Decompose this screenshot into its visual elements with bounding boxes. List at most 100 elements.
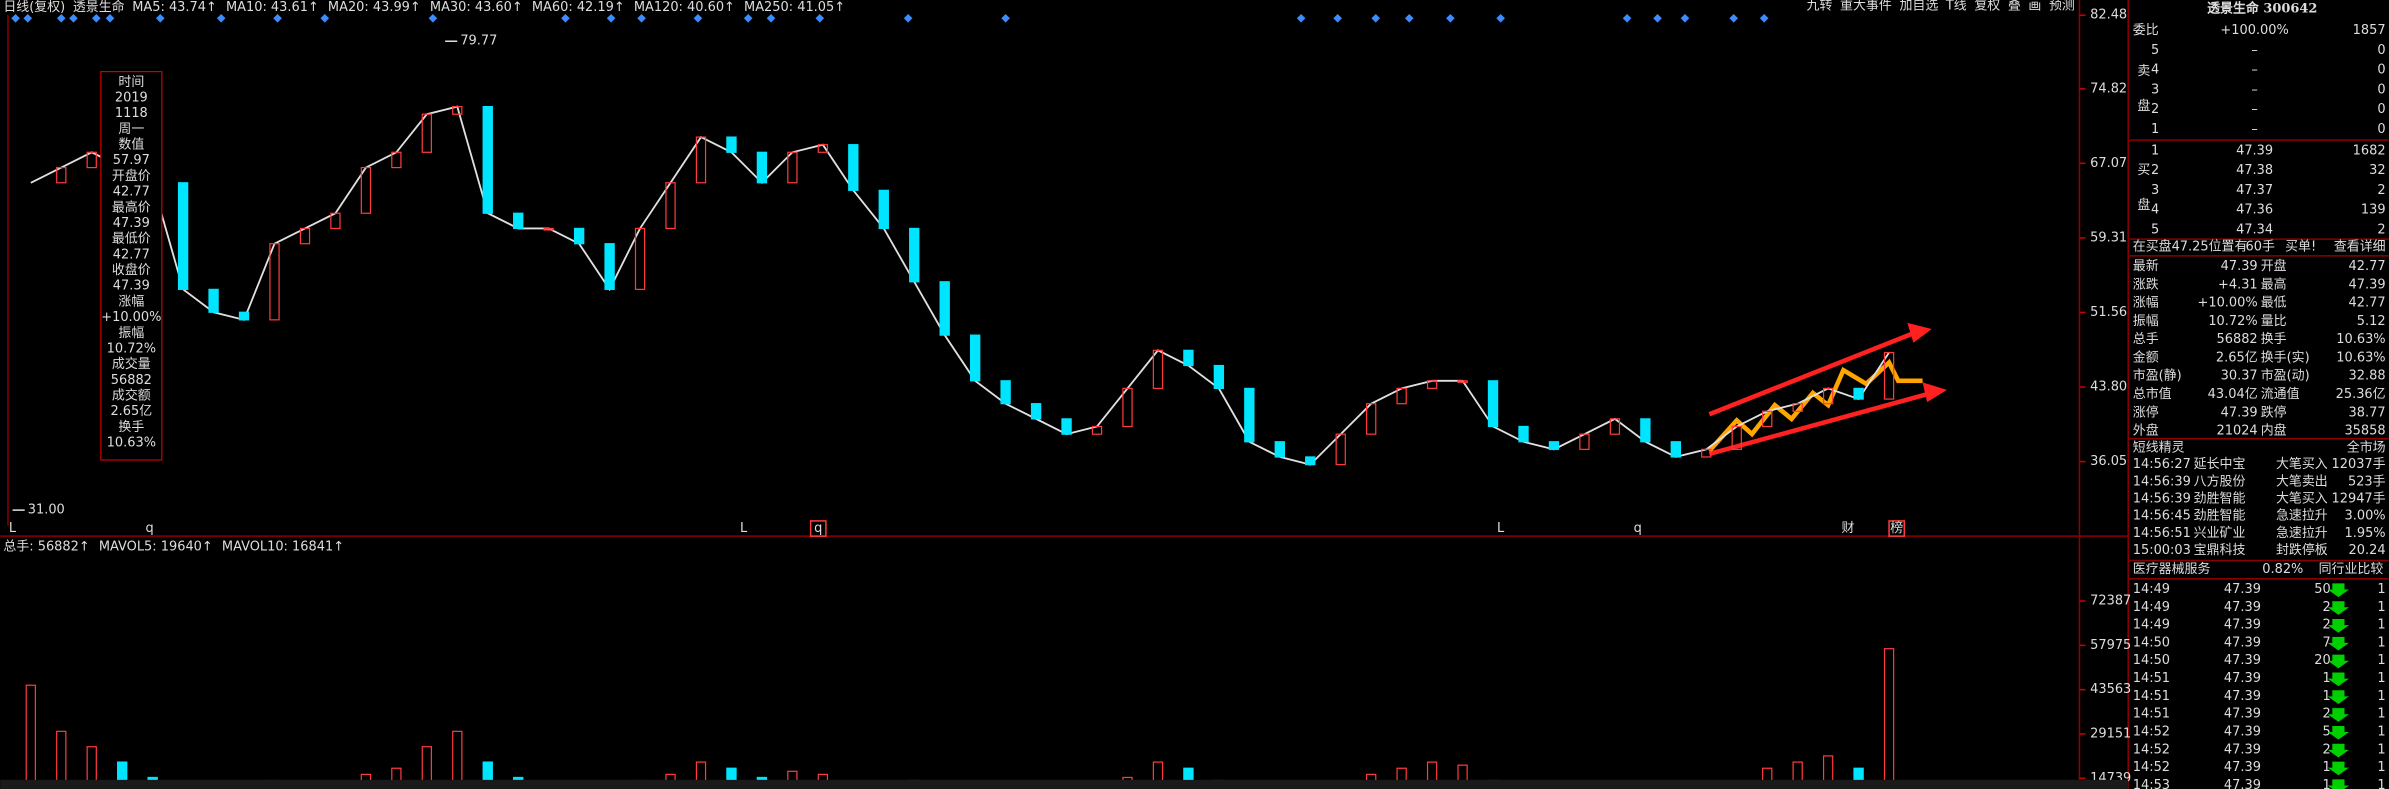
candle <box>1640 418 1651 443</box>
volume-bar <box>360 773 372 789</box>
tick-count: 1 <box>2377 635 2385 650</box>
order-qty: 0 <box>2377 43 2385 58</box>
tick-price: 47.39 <box>2224 778 2261 789</box>
toolbar-button[interactable]: 预测 <box>2049 0 2075 14</box>
tick-count: 1 <box>2377 653 2385 668</box>
volume-legend: 总手: 56882↑ <box>3 539 89 554</box>
y-tick-label: 59.31 <box>2090 230 2127 245</box>
notice-link[interactable]: 查看详细 <box>2334 238 2386 254</box>
candle <box>787 151 798 184</box>
candle <box>1396 387 1407 405</box>
candle <box>56 166 67 184</box>
info-item: 时间 <box>118 75 144 90</box>
stat-label: 振幅 <box>2133 314 2159 329</box>
event-type: 封跌停板 <box>2276 542 2328 558</box>
event-type: 大笔卖出 <box>2276 473 2328 489</box>
info-item: 数值 <box>118 137 144 153</box>
sprite-market[interactable]: 全市场 <box>2347 439 2386 455</box>
toolbar-button[interactable]: 九转 <box>1807 0 1833 14</box>
stat-value: 10.63% <box>2336 350 2385 365</box>
info-item: 成交额 <box>112 388 151 404</box>
event-type: 急速拉升 <box>2276 526 2328 541</box>
order-qty: 32 <box>2369 163 2385 178</box>
event-type: 大笔买入 <box>2276 456 2328 472</box>
order-qty: 139 <box>2361 203 2386 218</box>
tick-price: 47.39 <box>2224 742 2261 757</box>
candle <box>1701 448 1712 458</box>
tick-time: 14:50 <box>2133 653 2170 668</box>
order-qty: 0 <box>2377 63 2385 78</box>
ratio-num: 1857 <box>2353 23 2386 38</box>
candle <box>1548 441 1560 450</box>
volume-bar <box>1152 761 1164 789</box>
info-item: 换手 <box>118 420 144 435</box>
tick-time: 14:53 <box>2133 778 2170 789</box>
stat-label: 量比 <box>2261 314 2287 329</box>
sprite-title: 短线精灵 <box>2133 440 2185 455</box>
event-diamond <box>11 13 20 23</box>
toolbar-button[interactable]: 重大事件 <box>1840 0 1892 14</box>
industry-compare[interactable]: 同行业比较 <box>2319 562 2384 577</box>
stat-label: 市盈(静) <box>2133 368 2182 384</box>
stat-value: +10.00% <box>2197 296 2257 311</box>
volume-bar <box>1426 761 1438 789</box>
event-name: 劲胜智能 <box>2194 509 2246 524</box>
stat-label: 涨停 <box>2133 404 2159 420</box>
volume-legend: MAVOL5: 19640↑ <box>99 539 213 554</box>
tick-time: 14:51 <box>2133 689 2170 704</box>
buy-label: 盘 <box>2137 197 2150 213</box>
tick-volume: 2 <box>2323 600 2331 615</box>
down-arrow <box>2327 725 2350 740</box>
tick-time: 14:51 <box>2133 671 2170 686</box>
event-diamond <box>23 13 33 23</box>
tick-volume: 2 <box>2323 618 2331 633</box>
candle <box>756 151 768 184</box>
candle <box>1609 418 1621 435</box>
tick-count: 1 <box>2377 600 2385 615</box>
info-item: 56882 <box>111 373 152 388</box>
bottom-marker: q <box>1634 521 1642 536</box>
ma-legend: MA10: 43.61↑ <box>226 0 319 15</box>
stat-label: 最新 <box>2133 258 2159 274</box>
candle <box>1822 387 1834 405</box>
toolbar-button[interactable]: T线 <box>1945 0 1967 14</box>
info-item: 2.65亿 <box>110 404 152 419</box>
candle <box>86 151 97 169</box>
event-time: 14:56:39 <box>2133 474 2191 489</box>
volume-bar <box>1883 648 1895 789</box>
toolbar-button[interactable]: 叠 <box>2008 0 2021 14</box>
order-level: 5 <box>2151 222 2159 237</box>
tick-volume: 1 <box>2323 689 2331 704</box>
tick-count: 1 <box>2377 689 2385 704</box>
volume-bar <box>452 730 463 789</box>
y-tick-label: 67.07 <box>2090 156 2127 171</box>
down-arrow <box>2327 761 2350 776</box>
candle <box>1183 349 1194 367</box>
tick-time: 14:49 <box>2133 618 2170 633</box>
candle <box>1030 403 1042 420</box>
candle <box>1244 387 1255 443</box>
toolbar-button[interactable]: 加自选 <box>1899 0 1938 14</box>
tick-volume: 5 <box>2323 725 2331 740</box>
tick-time: 14:52 <box>2133 742 2170 757</box>
event-type: 大笔买入 <box>2276 490 2328 506</box>
info-item: 涨幅 <box>118 294 144 309</box>
tick-volume: 2 <box>2323 742 2331 757</box>
notice-text: 在买盘47.25位置有 <box>2133 238 2248 254</box>
down-arrow <box>2327 779 2350 789</box>
event-value: 12037手 <box>2332 457 2386 472</box>
toolbar-button[interactable]: 画 <box>2028 0 2041 14</box>
stat-value: 38.77 <box>2349 405 2386 420</box>
toolbar-button[interactable]: 复权 <box>1974 0 2000 14</box>
volume-bar <box>726 767 737 789</box>
stat-value: 43.04亿 <box>2208 387 2258 402</box>
tick-time: 14:51 <box>2133 707 2170 722</box>
tick-price: 47.39 <box>2224 635 2261 650</box>
info-item: 收盘价 <box>112 262 151 278</box>
bottom-marker: q <box>145 521 153 536</box>
volume-bar <box>56 730 67 789</box>
tick-price: 47.39 <box>2224 760 2261 775</box>
candle <box>1274 441 1285 458</box>
